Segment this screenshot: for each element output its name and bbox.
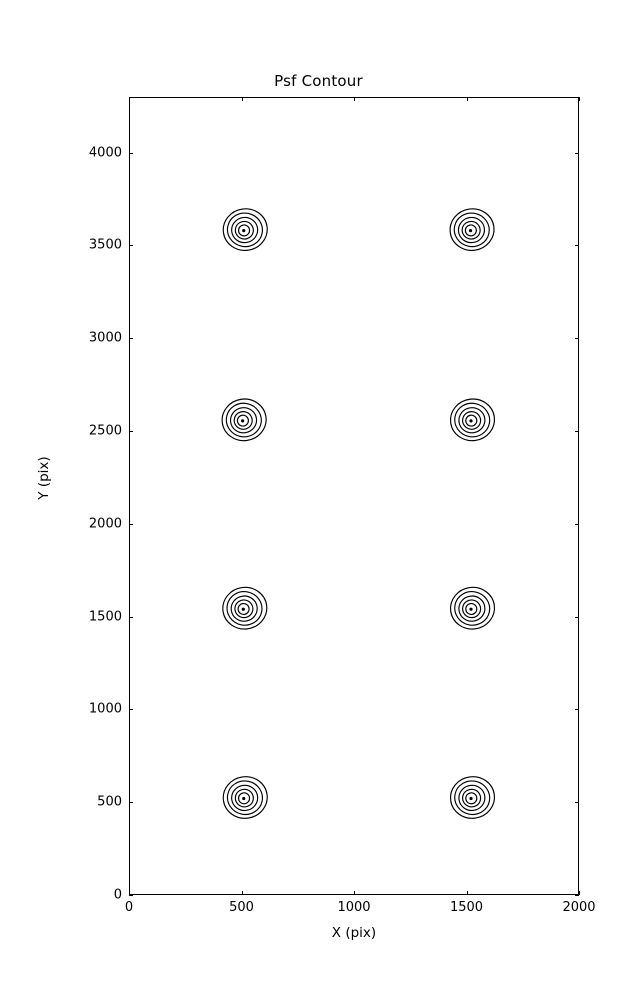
y-tick-label-2000: 2000	[88, 516, 122, 532]
y-tick-label-4000: 4000	[88, 145, 122, 161]
y-tick-label-2500: 2500	[88, 423, 122, 439]
plot-axes-frame	[129, 97, 579, 895]
y-tick-label-3500: 3500	[88, 237, 122, 253]
contour-blob-1	[222, 208, 268, 252]
contour-blob-8	[449, 776, 496, 819]
y-tick-label-0: 0	[113, 887, 122, 903]
y-axis-label: Y (pix)	[36, 456, 52, 500]
y-tick-label-500: 500	[97, 794, 122, 810]
contour-blob-4	[449, 398, 496, 442]
x-tick-label-2000: 2000	[562, 900, 596, 915]
chart-title: Psf Contour	[274, 72, 363, 90]
y-tick-label-3000: 3000	[88, 330, 122, 346]
contour-blobs	[221, 208, 496, 819]
x-tick-label-1500: 1500	[449, 900, 484, 915]
y-tick-label-1000: 1000	[88, 701, 122, 717]
x-axis-label: X (pix)	[331, 925, 377, 941]
x-tick-label-0: 0	[124, 900, 134, 915]
axis-ticks	[129, 97, 580, 896]
contour-blob-5	[222, 586, 268, 630]
x-tick-label-500: 500	[229, 900, 254, 915]
x-tick-label-1000: 1000	[337, 900, 371, 915]
contour-blob-2	[449, 208, 495, 252]
y-tick-label-1500: 1500	[88, 609, 122, 625]
contour-blob-7	[222, 776, 268, 819]
contour-blob-6	[449, 586, 496, 630]
contour-blob-3	[221, 398, 267, 442]
